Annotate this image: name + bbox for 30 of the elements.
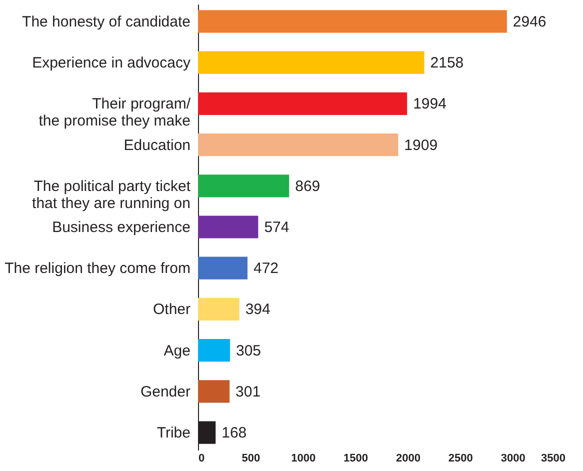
y-tick-label: Business experience (52, 219, 190, 236)
data-label: 301 (236, 383, 261, 400)
x-tick-label: 1500 (344, 452, 368, 464)
x-tick-label: 1000 (291, 452, 316, 464)
y-tick-label: Experience in advocacy (32, 54, 191, 72)
data-label: 574 (264, 219, 290, 236)
data-label: 305 (236, 342, 262, 360)
x-tick-label: 2500 (448, 452, 473, 464)
y-tick-label: Age (164, 342, 190, 360)
data-label: 394 (245, 301, 270, 318)
data-label: 869 (295, 178, 320, 195)
y-tick-label: The political party ticket that they are running on (32, 178, 192, 212)
x-tick-label: 0 (198, 452, 205, 464)
x-tick-label: 3000 (500, 452, 526, 464)
data-label: 2158 (430, 54, 464, 72)
x-tick-label: 3500 (541, 452, 566, 464)
y-tick-label: Education (124, 136, 190, 154)
y-tick-label: The honesty of candidate (22, 13, 190, 30)
data-label: 2946 (512, 13, 546, 30)
data-label: 1994 (413, 96, 446, 113)
y-tick-label: The religion they come from (4, 260, 190, 278)
y-tick-label: Gender (140, 383, 190, 400)
x-tick-label: 500 (242, 452, 260, 464)
y-tick-label: Their program/ the promise they make (38, 96, 192, 130)
y-tick-label: Other (152, 301, 191, 318)
data-label: 168 (222, 424, 247, 442)
data-label: 1909 (404, 136, 438, 154)
y-tick-label: Tribe (156, 424, 190, 442)
data-label: 472 (253, 260, 279, 278)
x-tick-label: 2000 (396, 452, 420, 464)
